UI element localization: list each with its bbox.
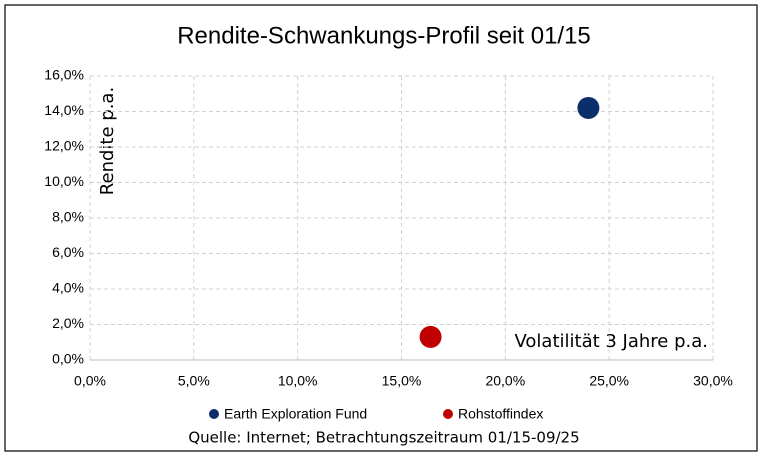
x-tick-label: 10,0% — [278, 373, 318, 389]
y-tick-label: 4,0% — [52, 280, 84, 296]
point — [419, 325, 442, 348]
y-tick-label: 2,0% — [52, 315, 84, 331]
legend-label: Earth Exploration Fund — [224, 406, 367, 422]
y-tick-label: 12,0% — [44, 138, 84, 154]
chart-title: Rendite-Schwankungs-Profil seit 01/15 — [177, 22, 591, 49]
y-tick-label: 6,0% — [52, 244, 84, 260]
y-tick-label: 16,0% — [44, 67, 84, 83]
x-axis-label: Volatilität 3 Jahre p.a. — [514, 331, 708, 352]
chart-border — [4, 4, 758, 452]
legend-marker — [443, 409, 453, 419]
y-axis-label: Rendite p.a. — [97, 87, 118, 195]
source: Quelle: Internet; Betrachtungszeitraum 0… — [188, 429, 579, 447]
legend-marker — [209, 409, 219, 419]
x-tick-label: 30,0% — [693, 373, 733, 389]
x-tick-label: 5,0% — [178, 373, 210, 389]
point — [577, 96, 600, 119]
y-tick-label: 10,0% — [44, 173, 84, 189]
x-tick-label: 25,0% — [589, 373, 629, 389]
x-tick-label: 15,0% — [382, 373, 422, 389]
legend-label: Rohstoffindex — [458, 406, 543, 422]
x-tick-label: 20,0% — [485, 373, 525, 389]
y-tick-label: 14,0% — [44, 102, 84, 118]
y-tick-label: 8,0% — [52, 209, 84, 225]
x-tick-label: 0,0% — [74, 373, 106, 389]
y-tick-label: 0,0% — [52, 351, 84, 367]
